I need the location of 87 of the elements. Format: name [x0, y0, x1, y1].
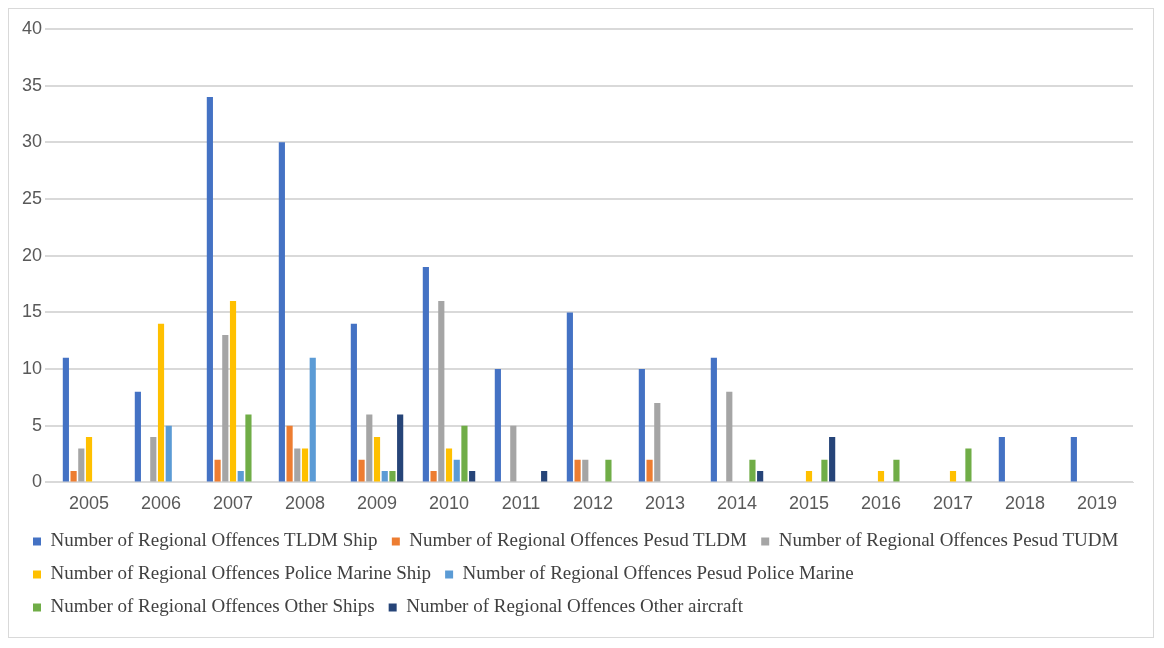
bar	[965, 448, 972, 482]
bar	[438, 301, 445, 482]
bar	[350, 323, 357, 482]
bar	[381, 471, 388, 482]
bar	[445, 448, 453, 482]
legend-label: Number of Regional Offences TLDM Ship	[50, 529, 378, 551]
x-tick-label: 2012	[572, 493, 614, 514]
x-tick-label: 2005	[69, 493, 110, 514]
bar	[541, 471, 548, 482]
bar	[461, 425, 468, 482]
bar	[366, 414, 373, 482]
bar	[222, 335, 229, 482]
bar	[757, 471, 764, 482]
x-tick-label: 2014	[716, 493, 758, 514]
legend-label: Number of Regional Offences Pesud TUDM	[778, 529, 1119, 551]
bar	[389, 471, 396, 482]
x-tick-label: 2018	[1004, 493, 1046, 514]
x-tick-label: 2010	[428, 493, 470, 514]
legend-label: Number of Regional Offences Other aircraft	[406, 595, 744, 617]
bar	[294, 448, 301, 482]
bar	[469, 471, 476, 482]
bar	[638, 369, 645, 482]
bar	[654, 403, 661, 482]
y-tick-label: 35	[21, 74, 43, 95]
bar	[301, 448, 309, 482]
x-tick-label: 2011	[501, 493, 541, 514]
y-tick-label: 20	[21, 244, 43, 265]
legend-label: Number of Regional Offences Police Marine Ship	[50, 562, 432, 584]
bar	[70, 471, 77, 482]
legend-label: Number of Regional Offences Other Ships	[50, 595, 375, 617]
y-tick-label: 10	[21, 358, 43, 379]
bar	[78, 448, 85, 482]
bar	[494, 369, 501, 482]
y-tick-label: 15	[21, 301, 43, 322]
bar	[286, 425, 293, 482]
y-tick-label: 40	[21, 17, 43, 38]
bar	[582, 459, 589, 482]
x-tick-label: 2013	[644, 493, 686, 514]
bar	[510, 425, 517, 482]
bar	[214, 459, 221, 482]
legend-label: Number of Regional Offences Pesud TLDM	[409, 529, 747, 551]
bar	[150, 437, 157, 482]
y-tick-label: 30	[21, 131, 43, 152]
x-tick-label: 2017	[932, 493, 974, 514]
bar	[749, 459, 756, 482]
bar	[710, 357, 717, 482]
bar	[998, 437, 1005, 482]
bar	[422, 267, 429, 482]
bar	[358, 459, 365, 482]
x-tick-label: 2008	[284, 493, 326, 514]
bar	[62, 357, 69, 482]
x-tick-label: 2016	[860, 493, 902, 514]
legend-label: Number of Regional Offences Pesud Police Marine	[462, 562, 854, 584]
x-tick-label: 2009	[356, 493, 398, 514]
bar	[453, 459, 460, 482]
bar	[646, 459, 653, 482]
bar	[605, 459, 612, 482]
y-tick-label: 0	[32, 471, 43, 492]
x-tick-label: 2007	[212, 493, 254, 514]
bar	[877, 471, 885, 482]
y-tick-label: 25	[21, 187, 43, 208]
bar	[805, 471, 813, 482]
x-tick-label: 2019	[1076, 493, 1118, 514]
bar	[157, 323, 165, 482]
bar	[206, 97, 213, 482]
bar	[397, 414, 404, 482]
y-tick-label: 5	[32, 414, 43, 435]
bar	[165, 425, 172, 482]
bar	[373, 437, 381, 482]
bar	[1070, 437, 1077, 482]
bar	[85, 437, 93, 482]
x-tick-label: 2015	[788, 493, 830, 514]
bar	[829, 437, 836, 482]
bar	[229, 301, 237, 482]
x-tick-label: 2006	[141, 493, 182, 514]
bar	[430, 471, 437, 482]
bar	[949, 471, 957, 482]
bar	[237, 471, 244, 482]
bar	[245, 414, 252, 482]
bar	[726, 391, 733, 482]
bar	[566, 312, 573, 482]
bar	[893, 459, 900, 482]
bar	[574, 459, 581, 482]
bar	[821, 459, 828, 482]
bar	[134, 391, 141, 482]
bar	[278, 142, 285, 482]
bar	[309, 357, 316, 482]
